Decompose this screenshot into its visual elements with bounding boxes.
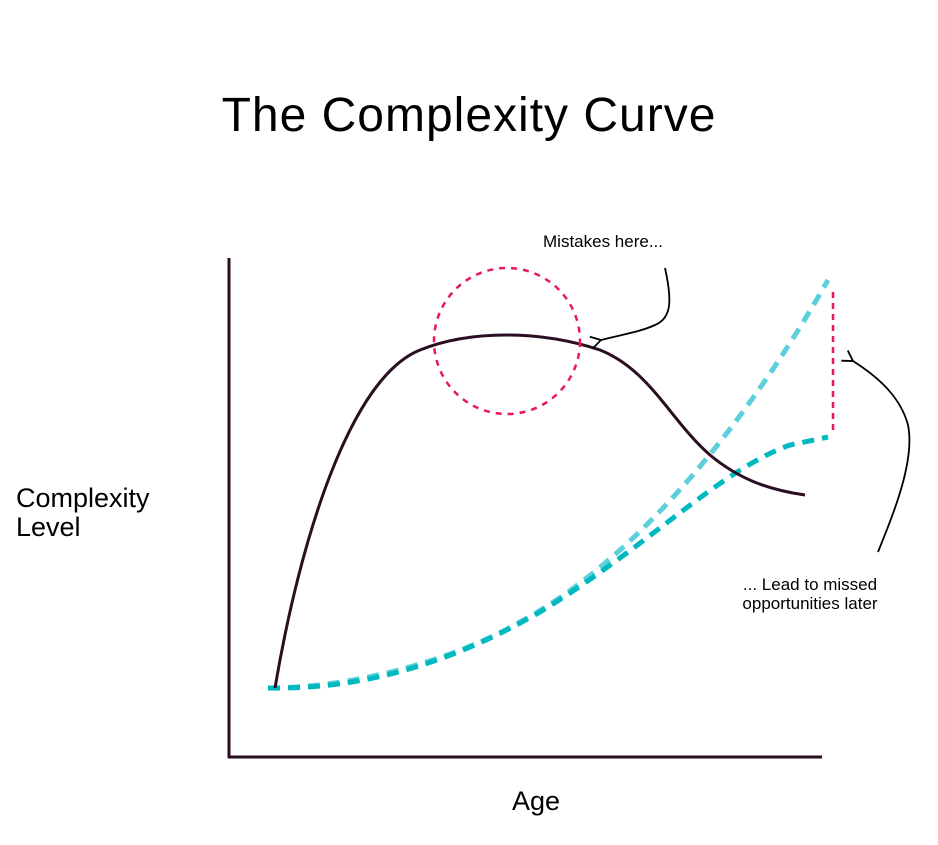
mistakes-annotation: Mistakes here... — [543, 232, 663, 251]
diagram-title: The Complexity Curve — [221, 89, 717, 142]
missed-opportunities-annotation: ... Lead to missed opportunities later — [742, 575, 878, 613]
complexity-curve — [273, 333, 806, 689]
arrow-icon — [589, 267, 671, 349]
mistakes-highlight-circle — [432, 266, 582, 416]
actual-curve — [267, 434, 829, 691]
potential-curve — [267, 278, 831, 691]
x-axis-label: Age — [512, 786, 561, 816]
arrow-icon — [841, 350, 911, 553]
y-axis-label: Complexity Level — [16, 483, 150, 542]
